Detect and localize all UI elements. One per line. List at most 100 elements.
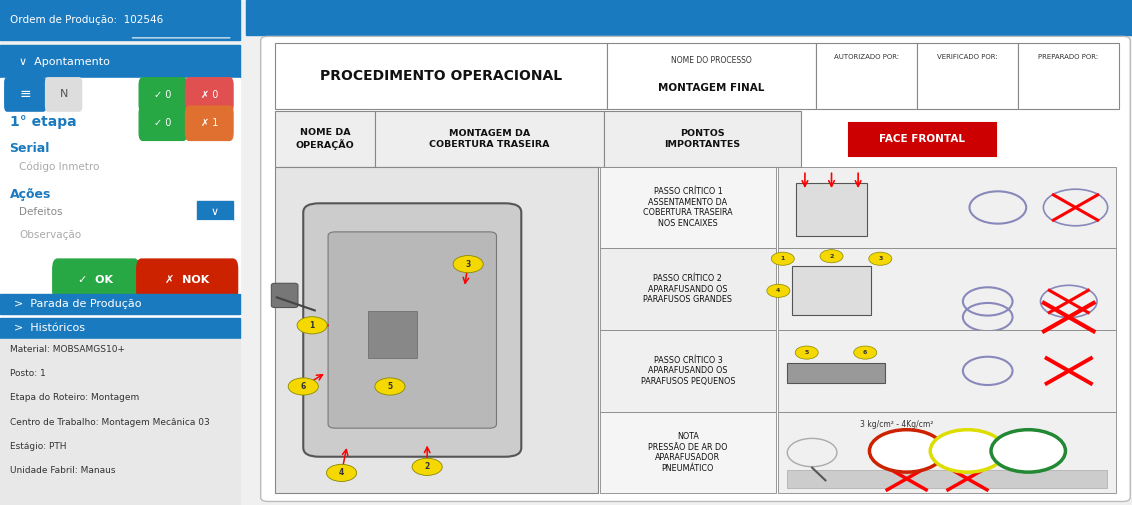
Circle shape: [375, 378, 405, 395]
Text: Centro de Trabalho: Montagem Mecânica 03: Centro de Trabalho: Montagem Mecânica 03: [9, 418, 209, 427]
FancyBboxPatch shape: [139, 106, 187, 140]
Text: Etapa do Roteiro: Montagem: Etapa do Roteiro: Montagem: [9, 393, 139, 402]
Bar: [368, 311, 417, 358]
Circle shape: [453, 256, 483, 273]
Bar: [779, 248, 1116, 330]
Text: Defeitos: Defeitos: [19, 207, 62, 217]
Text: 4: 4: [777, 288, 781, 293]
Text: Unidade Fabril: Manaus: Unidade Fabril: Manaus: [9, 466, 115, 475]
Bar: [796, 183, 867, 236]
Text: ✗ 0: ✗ 0: [200, 90, 218, 100]
Bar: [0, 45, 240, 78]
Text: 2: 2: [830, 254, 833, 259]
Text: ✓ 0: ✓ 0: [154, 118, 172, 128]
FancyBboxPatch shape: [186, 78, 233, 112]
Text: AUTORIZADO POR:: AUTORIZADO POR:: [833, 55, 899, 61]
Text: ✗ 1: ✗ 1: [200, 118, 218, 128]
Bar: [600, 248, 775, 330]
FancyBboxPatch shape: [5, 150, 235, 184]
Text: 1: 1: [309, 321, 315, 330]
Text: ≡: ≡: [19, 87, 31, 102]
Text: 4: 4: [338, 469, 344, 477]
Bar: [0, 0, 240, 40]
Circle shape: [771, 252, 795, 265]
Bar: [375, 111, 603, 167]
FancyBboxPatch shape: [260, 36, 1130, 501]
Circle shape: [289, 378, 318, 395]
Bar: [275, 167, 599, 493]
FancyBboxPatch shape: [53, 259, 139, 300]
Bar: [275, 111, 375, 167]
Text: NOME DO PROCESSO: NOME DO PROCESSO: [671, 56, 752, 65]
FancyBboxPatch shape: [5, 78, 45, 111]
Circle shape: [869, 430, 944, 472]
Text: 6: 6: [863, 350, 867, 355]
FancyBboxPatch shape: [137, 259, 238, 300]
Text: 3: 3: [465, 260, 471, 269]
FancyBboxPatch shape: [272, 283, 298, 308]
Circle shape: [868, 252, 892, 265]
Text: 3 kg/cm² - 4Kg/cm²: 3 kg/cm² - 4Kg/cm²: [860, 420, 933, 429]
Text: 5: 5: [387, 382, 393, 391]
FancyBboxPatch shape: [303, 204, 522, 457]
Text: PASSO CRÍTICO 3
APARAFUSANDO OS
PARAFUSOS PEQUENOS: PASSO CRÍTICO 3 APARAFUSANDO OS PARAFUSO…: [641, 356, 735, 386]
Text: ∨  Apontamento: ∨ Apontamento: [19, 57, 110, 67]
FancyBboxPatch shape: [139, 78, 187, 112]
Text: 6: 6: [301, 382, 306, 391]
FancyBboxPatch shape: [5, 196, 235, 227]
Bar: [603, 111, 800, 167]
Text: 1: 1: [781, 256, 784, 261]
Text: PONTOS
IMPORTANTES: PONTOS IMPORTANTES: [664, 129, 740, 148]
Circle shape: [412, 458, 443, 475]
Text: ✗  NOK: ✗ NOK: [165, 275, 209, 285]
Text: FACE FRONTAL: FACE FRONTAL: [880, 134, 966, 144]
Text: PASSO CRÍTICO 1
ASSENTAMENTO DA
COBERTURA TRASEIRA
NOS ENCAIXES: PASSO CRÍTICO 1 ASSENTAMENTO DA COBERTUR…: [643, 187, 732, 228]
Text: 2: 2: [424, 463, 430, 471]
Text: >  Parada de Produção: > Parada de Produção: [15, 299, 142, 309]
Bar: [849, 123, 995, 156]
Bar: [197, 201, 233, 222]
Text: PREPARADO POR:: PREPARADO POR:: [1038, 55, 1098, 61]
Bar: [779, 330, 1116, 412]
Text: Ordem de Produção:  102546: Ordem de Produção: 102546: [9, 15, 163, 25]
Text: 3: 3: [878, 256, 883, 261]
Text: 5: 5: [805, 350, 809, 355]
Text: MONTAGEM FINAL: MONTAGEM FINAL: [658, 82, 764, 92]
Bar: [787, 470, 1107, 488]
Text: Material: MOBSAMGS10+: Material: MOBSAMGS10+: [9, 345, 125, 354]
Text: ✓ 0: ✓ 0: [154, 90, 172, 100]
Circle shape: [854, 346, 876, 359]
Bar: [600, 167, 775, 248]
Text: >  Históricos: > Históricos: [15, 323, 85, 333]
Text: Estágio: PTH: Estágio: PTH: [9, 442, 66, 451]
Bar: [600, 412, 775, 493]
Bar: [779, 412, 1116, 493]
Text: VERIFICADO POR:: VERIFICADO POR:: [937, 55, 997, 61]
Bar: [0, 294, 240, 314]
Text: 1° etapa: 1° etapa: [9, 115, 76, 129]
Text: PASSO CRÍTICO 2
APARAFUSANDO OS
PARAFUSOS GRANDES: PASSO CRÍTICO 2 APARAFUSANDO OS PARAFUSO…: [643, 274, 732, 304]
Circle shape: [931, 430, 1005, 472]
Circle shape: [297, 317, 327, 334]
Text: NOME DA
OPERAÇÃO: NOME DA OPERAÇÃO: [295, 128, 354, 150]
Bar: [779, 167, 1116, 248]
Bar: [275, 43, 607, 109]
Circle shape: [820, 249, 843, 263]
FancyBboxPatch shape: [45, 78, 82, 111]
Bar: [787, 363, 885, 383]
Circle shape: [766, 284, 790, 297]
Bar: [0, 318, 240, 338]
Text: Posto: 1: Posto: 1: [9, 369, 45, 378]
Text: NOTA
PRESSÃO DE AR DO
APARAFUSADOR
PNEUMÁTICO: NOTA PRESSÃO DE AR DO APARAFUSADOR PNEUM…: [649, 432, 728, 473]
Text: N: N: [59, 89, 68, 99]
Text: Observação: Observação: [19, 230, 82, 240]
FancyBboxPatch shape: [186, 106, 233, 140]
Text: ✓  OK: ✓ OK: [78, 275, 113, 285]
Text: Código Inmetro: Código Inmetro: [19, 162, 100, 172]
Circle shape: [326, 464, 357, 481]
Text: Serial: Serial: [9, 142, 50, 156]
Bar: [246, 0, 1132, 35]
FancyBboxPatch shape: [5, 221, 235, 270]
Bar: [791, 266, 872, 315]
Bar: [607, 43, 815, 109]
